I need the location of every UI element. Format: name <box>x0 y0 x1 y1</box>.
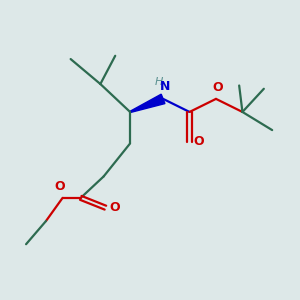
Text: H: H <box>155 76 164 87</box>
Text: O: O <box>110 201 120 214</box>
Text: O: O <box>212 81 223 94</box>
Text: O: O <box>193 135 204 148</box>
Polygon shape <box>130 94 165 112</box>
Text: N: N <box>159 80 170 93</box>
Text: O: O <box>54 180 65 193</box>
